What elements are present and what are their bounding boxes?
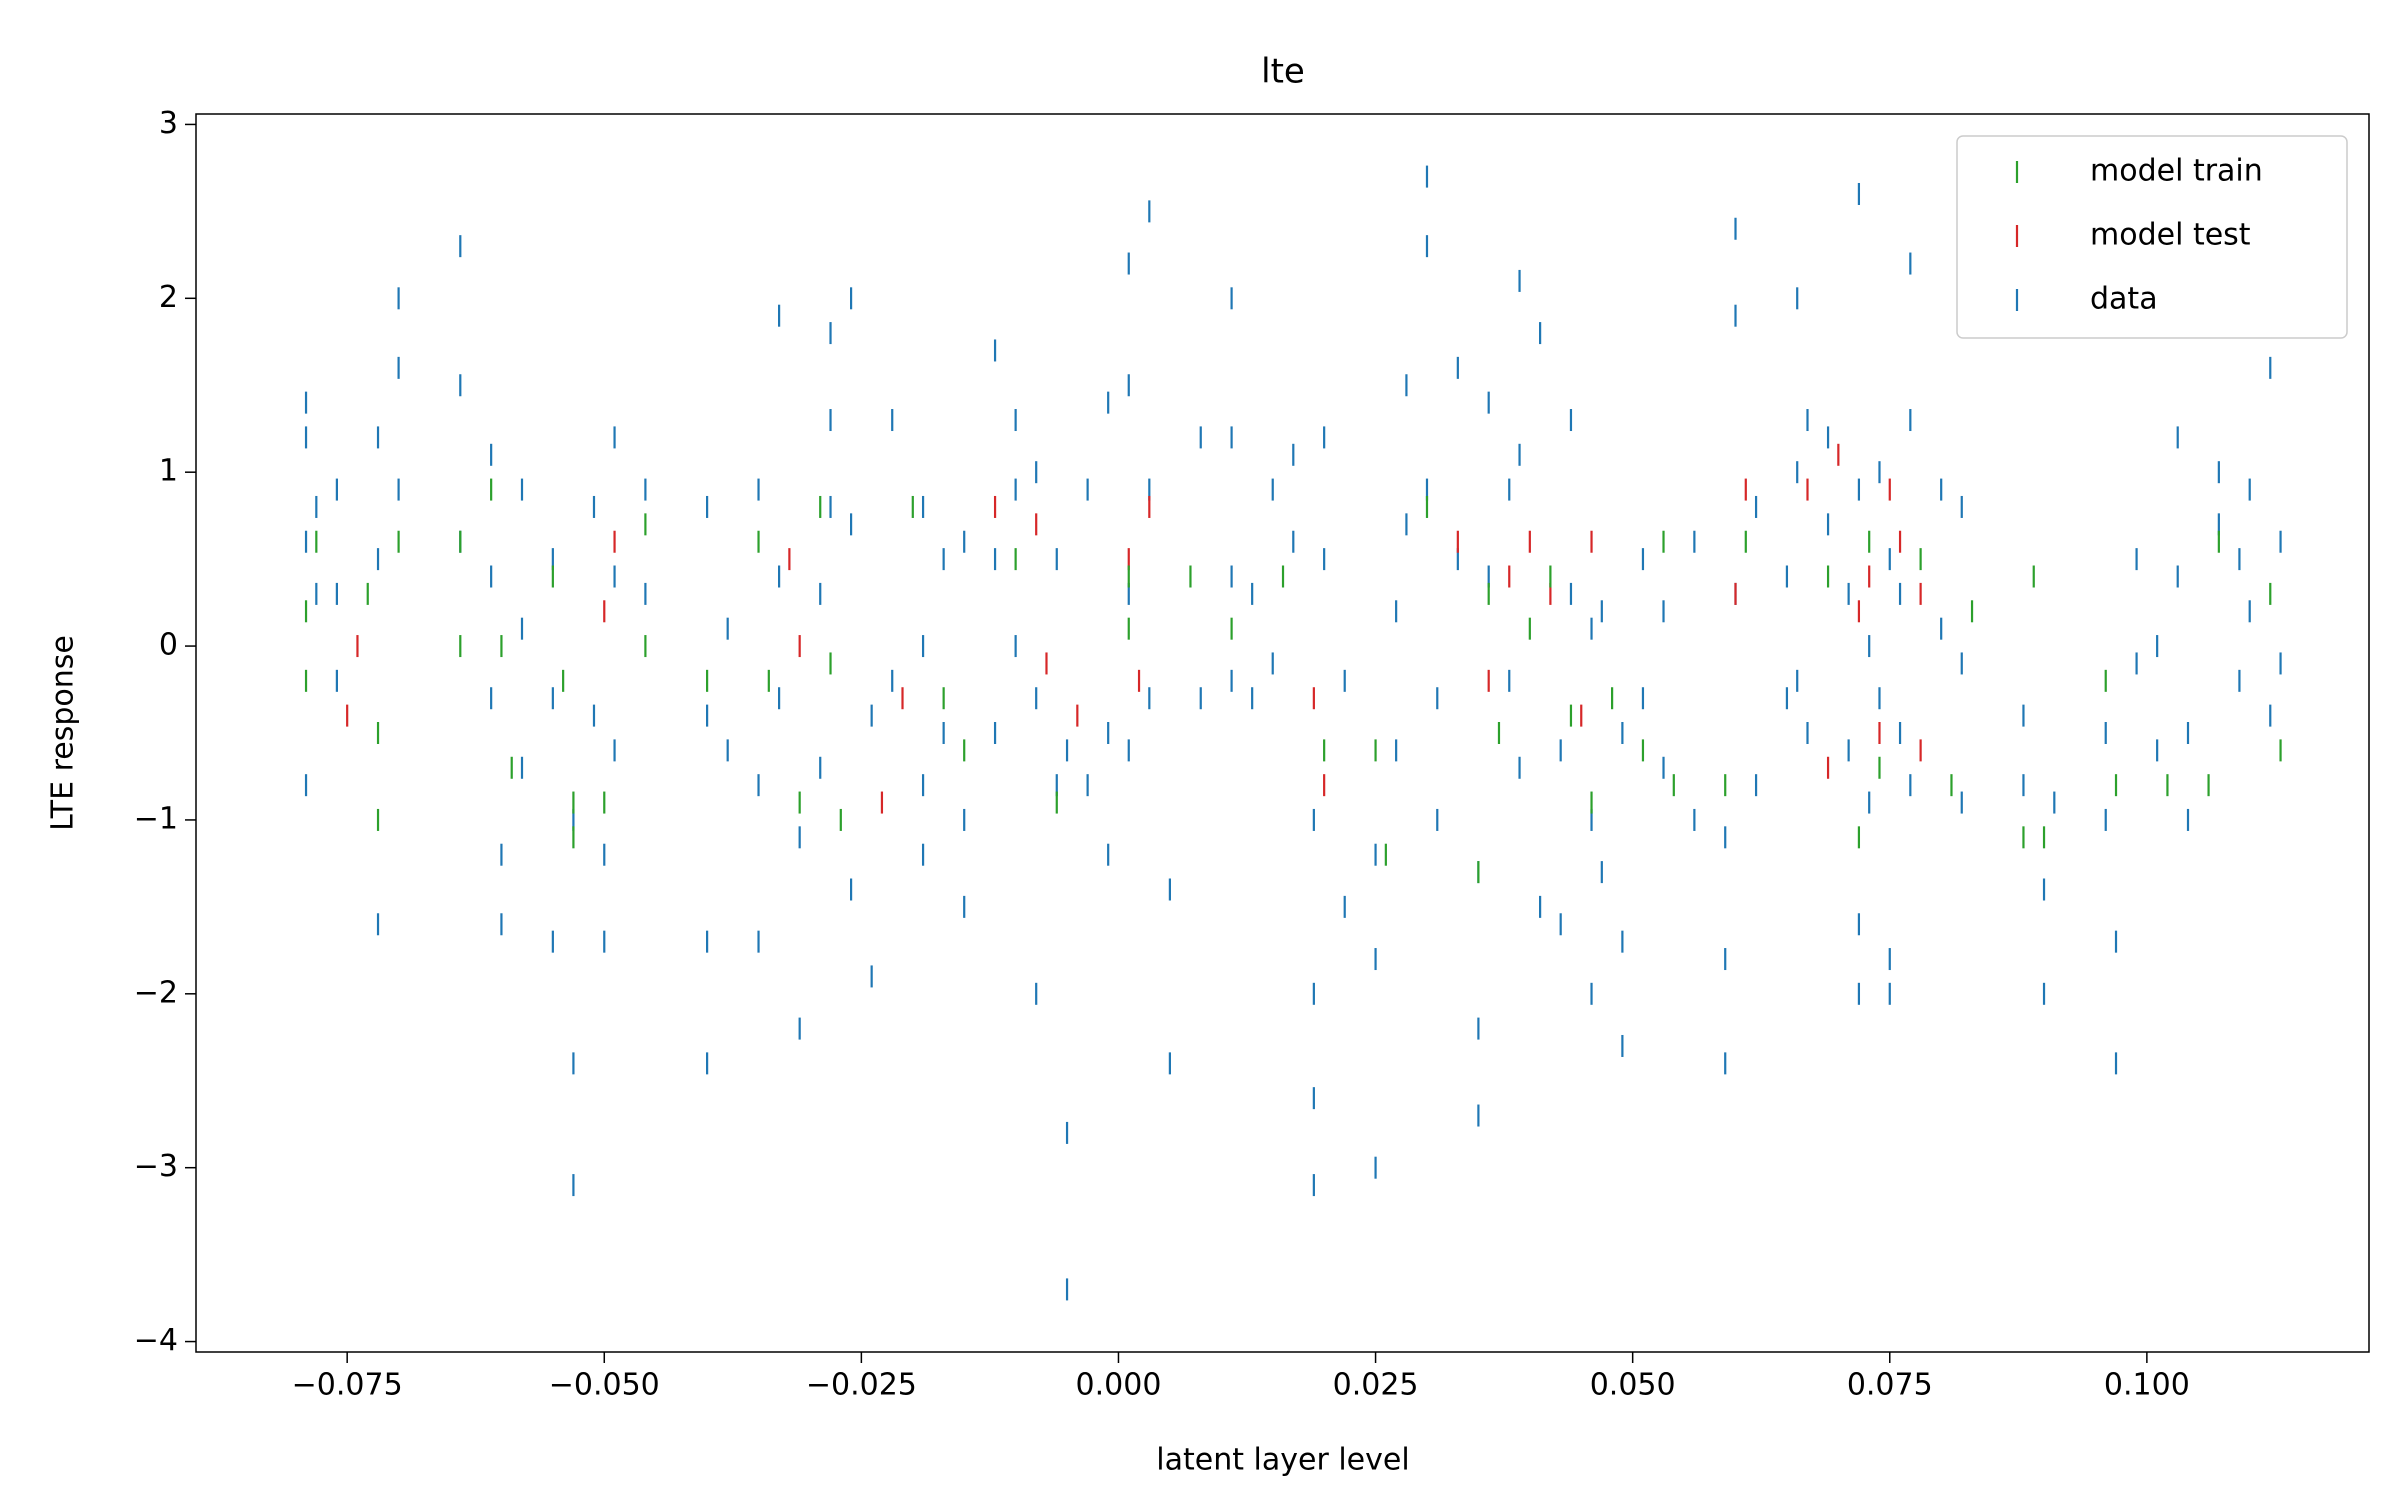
legend-label: data (2090, 282, 2158, 317)
y-tick-label: 1 (159, 454, 178, 489)
series (304, 165, 2282, 1301)
x-axis-label: latent layer level (1156, 1443, 1409, 1478)
legend-label: model train (2090, 154, 2263, 189)
x-tick-label: 0.000 (1076, 1368, 1162, 1403)
legend-label: model test (2090, 218, 2251, 253)
x-tick-label: 0.075 (1847, 1368, 1933, 1403)
series (346, 443, 1922, 814)
y-tick-label: −2 (134, 975, 178, 1010)
x-tick-label: 0.100 (2104, 1368, 2190, 1403)
chart-title: lte (1261, 52, 1305, 92)
y-tick-label: 3 (159, 106, 178, 141)
x-tick-label: 0.025 (1333, 1368, 1419, 1403)
y-tick-label: 2 (159, 280, 178, 315)
plot-frame (195, 113, 2370, 1353)
x-tick-label: −0.025 (806, 1368, 917, 1403)
y-axis-label: LTE response (46, 635, 81, 831)
y-tick-label: −1 (134, 801, 178, 836)
y-tick-label: 0 (159, 628, 178, 663)
y-tick-label: −3 (134, 1149, 178, 1184)
x-tick-label: 0.050 (1590, 1368, 1676, 1403)
x-tick-label: −0.050 (549, 1368, 660, 1403)
x-tick-label: −0.075 (292, 1368, 403, 1403)
y-tick-label: −4 (134, 1323, 178, 1358)
series (304, 478, 2282, 884)
legend-box (1956, 135, 2348, 339)
